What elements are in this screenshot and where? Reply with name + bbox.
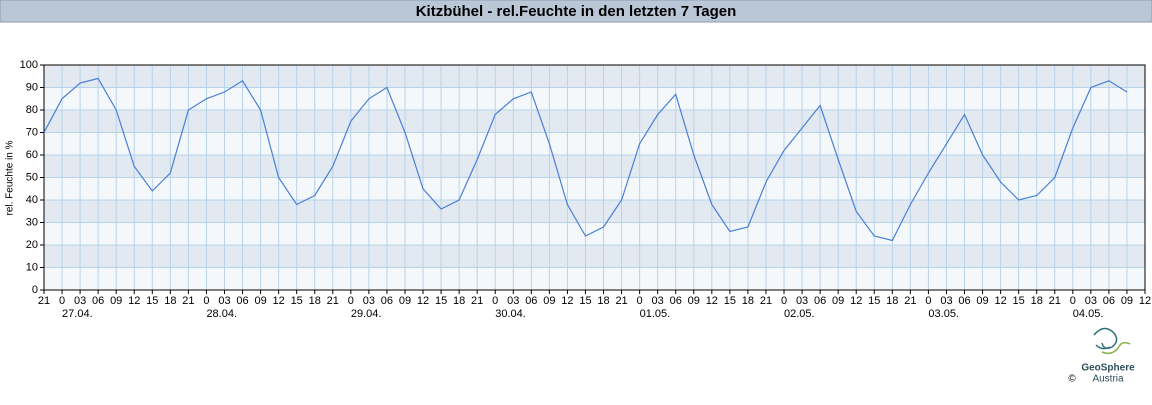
date-label: 04.05. bbox=[1073, 308, 1104, 320]
x-tick-label: 09 bbox=[1121, 295, 1133, 307]
x-tick-label: 21 bbox=[1049, 295, 1061, 307]
date-label: 29.04. bbox=[351, 308, 382, 320]
data-line bbox=[43, 77, 1128, 242]
title-bar bbox=[0, 0, 1152, 23]
x-tick-label: 09 bbox=[110, 295, 122, 307]
band bbox=[44, 65, 1145, 88]
logo-sub: Austria bbox=[1092, 374, 1124, 385]
band bbox=[44, 110, 1145, 133]
x-tick-label: 03 bbox=[74, 295, 86, 307]
x-tick-label: 18 bbox=[453, 295, 465, 307]
x-tick-label: 15 bbox=[579, 295, 591, 307]
x-tick-label: 18 bbox=[597, 295, 609, 307]
x-tick-label: 15 bbox=[291, 295, 303, 307]
logo bbox=[1093, 327, 1131, 355]
y-tick-label: 90 bbox=[26, 81, 38, 93]
x-tick-label: 15 bbox=[1013, 295, 1025, 307]
y-tick-label: 70 bbox=[26, 126, 38, 138]
y-tick-label: 40 bbox=[26, 194, 38, 206]
y-tick-label: 20 bbox=[26, 239, 38, 251]
date-label: 03.05. bbox=[928, 308, 959, 320]
x-tick-label: 06 bbox=[236, 295, 248, 307]
x-tick-label: 09 bbox=[543, 295, 555, 307]
x-tick-label: 21 bbox=[38, 295, 50, 307]
x-tick-label: 0 bbox=[203, 295, 209, 307]
band bbox=[44, 200, 1145, 223]
y-tick-label: 50 bbox=[26, 171, 38, 183]
x-tick-label: 06 bbox=[92, 295, 104, 307]
chart-title: Kitzbühel - rel.Feuchte in den letzten 7… bbox=[416, 3, 737, 20]
x-tick-label: 03 bbox=[652, 295, 664, 307]
x-tick-label: 09 bbox=[976, 295, 988, 307]
x-tick-label: 06 bbox=[381, 295, 393, 307]
x-tick-label: 03 bbox=[940, 295, 952, 307]
x-tick-label: 06 bbox=[1103, 295, 1115, 307]
x-tick-label: 18 bbox=[164, 295, 176, 307]
x-tick-label: 06 bbox=[958, 295, 970, 307]
logo-name: GeoSphere bbox=[1081, 363, 1135, 374]
y-tick-label: 10 bbox=[26, 261, 38, 273]
plot-border bbox=[43, 64, 1146, 291]
x-tick-label: 18 bbox=[309, 295, 321, 307]
x-tick-label: 12 bbox=[417, 295, 429, 307]
x-tick-label: 15 bbox=[146, 295, 158, 307]
x-tick-label: 15 bbox=[868, 295, 880, 307]
y-tick-label: 0 bbox=[32, 284, 38, 296]
x-tick-label: 21 bbox=[182, 295, 194, 307]
y-axis-label: rel. Feuchte in % bbox=[5, 140, 16, 215]
x-tick-label: 12 bbox=[706, 295, 718, 307]
x-tick-label: 18 bbox=[1031, 295, 1043, 307]
y-tick-label: 100 bbox=[20, 59, 38, 71]
x-tick-label: 12 bbox=[994, 295, 1006, 307]
x-tick-label: 03 bbox=[1085, 295, 1097, 307]
x-tick-label: 09 bbox=[688, 295, 700, 307]
x-tick-label: 12 bbox=[273, 295, 285, 307]
x-tick-label: 18 bbox=[886, 295, 898, 307]
x-tick-label: 06 bbox=[814, 295, 826, 307]
x-tick-label: 12 bbox=[128, 295, 140, 307]
x-tick-label: 0 bbox=[348, 295, 354, 307]
date-label: 28.04. bbox=[206, 308, 237, 320]
x-tick-label: 0 bbox=[1070, 295, 1076, 307]
date-label: 02.05. bbox=[784, 308, 815, 320]
x-tick-label: 0 bbox=[925, 295, 931, 307]
x-tick-label: 09 bbox=[254, 295, 266, 307]
x-tick-label: 12 bbox=[561, 295, 573, 307]
y-tick-label: 30 bbox=[26, 216, 38, 228]
x-tick-label: 06 bbox=[670, 295, 682, 307]
x-tick-label: 03 bbox=[363, 295, 375, 307]
x-tick-label: 09 bbox=[399, 295, 411, 307]
x-tick-label: 03 bbox=[218, 295, 230, 307]
x-tick-label: 21 bbox=[615, 295, 627, 307]
x-tick-label: 12 bbox=[1139, 295, 1151, 307]
x-tick-label: 09 bbox=[832, 295, 844, 307]
date-label: 27.04. bbox=[62, 308, 93, 320]
x-tick-label: 21 bbox=[327, 295, 339, 307]
x-tick-label: 21 bbox=[760, 295, 772, 307]
x-tick-label: 18 bbox=[742, 295, 754, 307]
x-tick-label: 0 bbox=[781, 295, 787, 307]
x-tick-label: 15 bbox=[724, 295, 736, 307]
x-tick-label: 0 bbox=[492, 295, 498, 307]
y-tick-label: 80 bbox=[26, 104, 38, 116]
y-tick-label: 60 bbox=[26, 149, 38, 161]
x-tick-label: 15 bbox=[435, 295, 447, 307]
date-label: 30.04. bbox=[495, 308, 526, 320]
x-tick-label: 21 bbox=[471, 295, 483, 307]
x-tick-label: 06 bbox=[525, 295, 537, 307]
x-tick-label: 03 bbox=[796, 295, 808, 307]
x-tick-label: 0 bbox=[59, 295, 65, 307]
x-tick-label: 21 bbox=[904, 295, 916, 307]
date-label: 01.05. bbox=[640, 308, 671, 320]
x-tick-label: 03 bbox=[507, 295, 519, 307]
x-tick-label: 12 bbox=[850, 295, 862, 307]
x-tick-label: 0 bbox=[637, 295, 643, 307]
band bbox=[44, 245, 1145, 268]
copyright: © bbox=[1068, 374, 1076, 385]
band bbox=[44, 155, 1145, 178]
